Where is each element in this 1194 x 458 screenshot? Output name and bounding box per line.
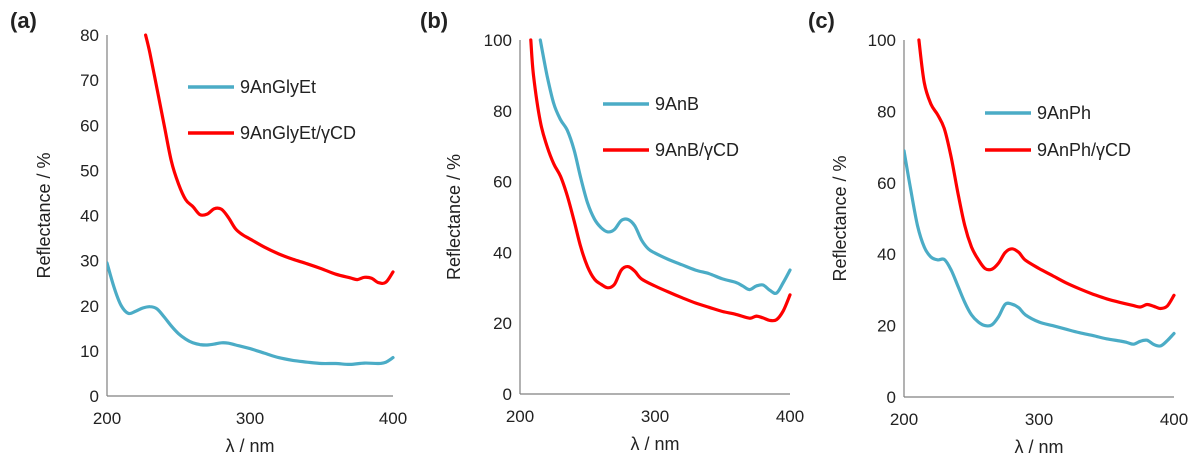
series-line-2 <box>529 38 792 323</box>
y-tick-label: 80 <box>493 102 512 121</box>
y-tick-label: 40 <box>493 243 512 262</box>
panel-label: (c) <box>808 8 835 33</box>
legend-label: 9AnPh/γCD <box>1037 140 1131 160</box>
x-tick-label: 300 <box>641 407 669 426</box>
y-tick-label: 0 <box>90 387 99 406</box>
y-tick-label: 0 <box>503 385 512 404</box>
y-tick-label: 50 <box>80 161 99 180</box>
y-tick-label: 10 <box>80 342 99 361</box>
y-tick-label: 20 <box>80 297 99 316</box>
x-tick-label: 400 <box>379 409 407 428</box>
y-tick-label: 0 <box>887 388 896 407</box>
y-tick-label: 20 <box>493 314 512 333</box>
y-tick-label: 80 <box>80 26 99 45</box>
x-axis-title: λ / nm <box>1014 437 1063 457</box>
legend-label: 9AnGlyEt/γCD <box>240 123 356 143</box>
y-axis-title: Reflectance / % <box>830 155 850 281</box>
panel-label: (b) <box>420 8 448 33</box>
legend-label: 9AnB <box>655 94 699 114</box>
x-tick-label: 400 <box>776 407 804 426</box>
y-tick-label: 100 <box>868 31 896 50</box>
y-axis-title: Reflectance / % <box>444 154 464 280</box>
y-tick-label: 100 <box>484 31 512 50</box>
x-tick-label: 400 <box>1160 410 1188 429</box>
x-axis-title: λ / nm <box>225 436 274 456</box>
x-tick-label: 200 <box>506 407 534 426</box>
x-tick-label: 300 <box>236 409 264 428</box>
series-line-1 <box>107 261 395 367</box>
panel-label: (a) <box>10 8 37 33</box>
y-tick-label: 60 <box>493 173 512 192</box>
x-axis-title: λ / nm <box>630 434 679 454</box>
y-tick-label: 60 <box>877 174 896 193</box>
x-tick-label: 200 <box>890 410 918 429</box>
y-tick-label: 40 <box>877 245 896 264</box>
x-tick-label: 300 <box>1025 410 1053 429</box>
series-line-2 <box>917 38 1176 311</box>
legend-label: 9AnPh <box>1037 103 1091 123</box>
y-axis-title: Reflectance / % <box>34 152 54 278</box>
y-tick-label: 80 <box>877 102 896 121</box>
y-tick-label: 30 <box>80 252 99 271</box>
y-tick-label: 60 <box>80 116 99 135</box>
series-line-1 <box>538 38 792 296</box>
x-tick-label: 200 <box>93 409 121 428</box>
y-tick-label: 20 <box>877 317 896 336</box>
legend-label: 9AnB/γCD <box>655 140 739 160</box>
legend-label: 9AnGlyEt <box>240 77 316 97</box>
y-tick-label: 40 <box>80 207 99 226</box>
series-line-1 <box>904 149 1176 348</box>
y-tick-label: 70 <box>80 71 99 90</box>
series-line-2 <box>144 33 395 286</box>
